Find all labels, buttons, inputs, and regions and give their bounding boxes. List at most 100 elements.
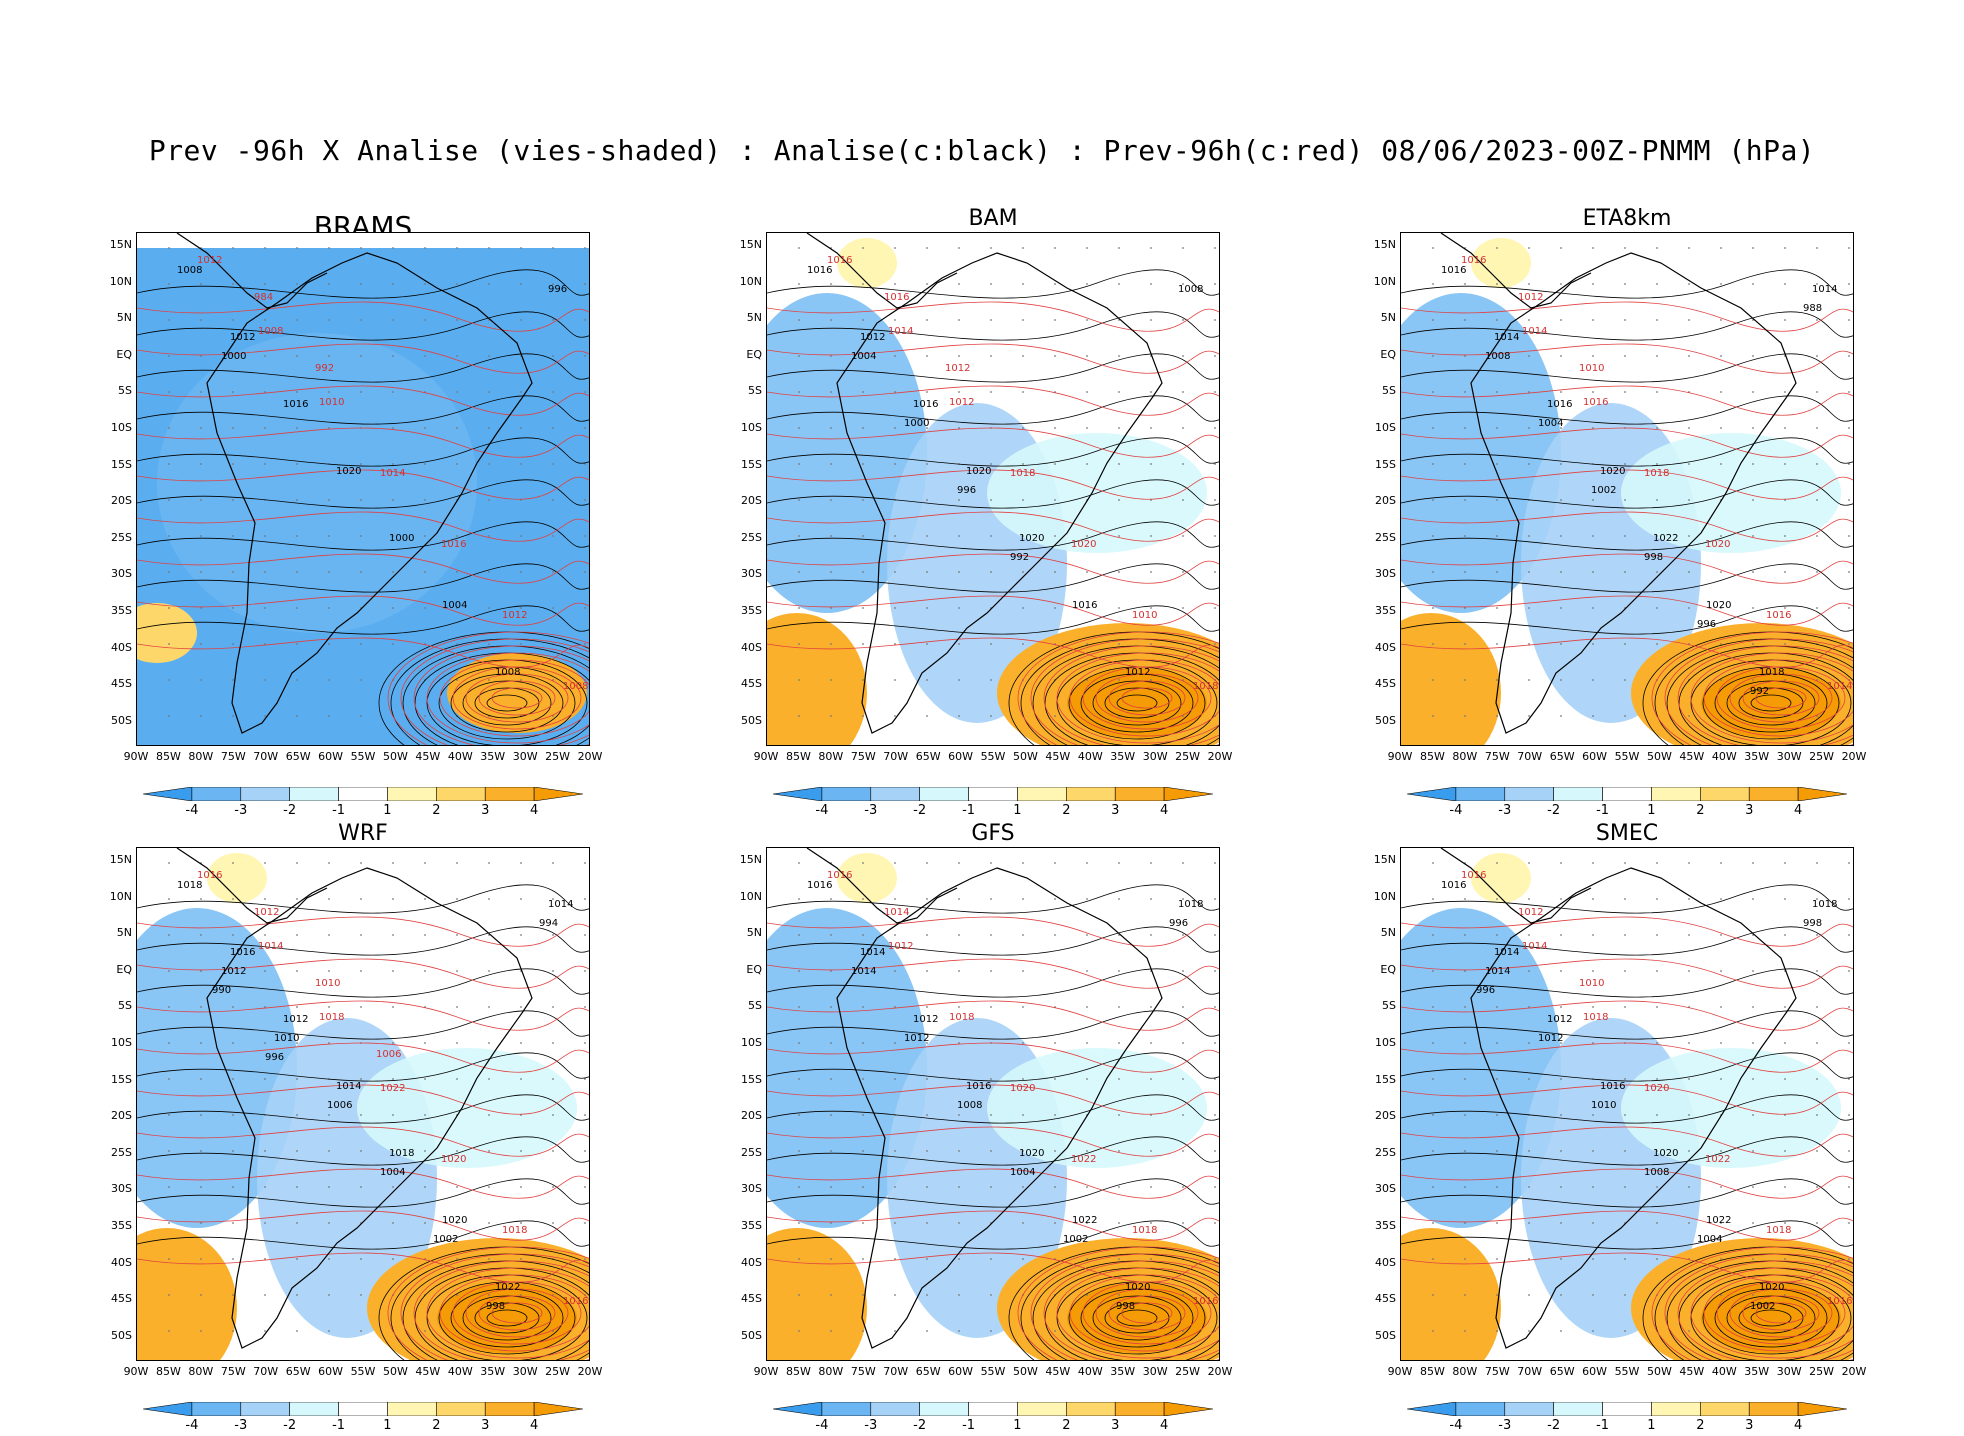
contour-label-analysis: 1020 [1019, 533, 1044, 544]
lat-label: 10N [109, 889, 132, 903]
lat-label: 45S [741, 677, 762, 691]
contour-label-analysis: 1014 [860, 947, 885, 958]
contour-label-analysis: 1018 [389, 1148, 414, 1159]
contour-label-forecast: 1014 [1522, 941, 1547, 952]
lat-label: 50S [111, 1328, 132, 1342]
lon-label: 70W [883, 750, 909, 763]
contour-label-forecast: 1006 [376, 1049, 401, 1060]
contour-label-analysis: 1020 [1653, 1148, 1678, 1159]
contour-label-forecast: 1018 [319, 1012, 344, 1023]
colorbar-label: -3 [234, 803, 248, 818]
lon-label: 35W [1110, 1365, 1136, 1378]
contour-label-forecast: 1012 [1518, 907, 1543, 918]
contour-label-forecast: 1014 [1827, 681, 1852, 692]
contour-label-forecast: 1012 [949, 397, 974, 408]
lat-label: 45S [111, 677, 132, 691]
map-frame: 1016 1014 1016 1020 1022 1020 1018 1014 1008 1004… [1400, 232, 1854, 746]
contour-label-analysis: 996 [957, 485, 976, 496]
contour-label-forecast: 1020 [1071, 539, 1096, 550]
contour-label-analysis: 1016 [1441, 880, 1466, 891]
lon-label: 25W [1175, 750, 1200, 763]
map-frame: 1016 1012 1016 1020 1020 1016 1012 1008 1004 1000… [766, 232, 1220, 746]
lat-label: 40S [1375, 640, 1396, 654]
panel-title: WRF [338, 821, 388, 846]
contour-label-analysis: 1020 [1600, 466, 1625, 477]
lat-label: 35S [741, 604, 762, 617]
contour-label-analysis: 1022 [1653, 533, 1678, 544]
colorbar-label: 1 [1647, 803, 1656, 818]
contour-label-forecast: 1016 [1583, 397, 1608, 408]
colorbar-label: 4 [1159, 803, 1169, 818]
lat-label: 25S [111, 530, 132, 544]
lon-label: 85W [785, 1365, 811, 1378]
contour-label-analysis: 1022 [1072, 1215, 1097, 1226]
contour-label-forecast: 1016 [884, 292, 909, 303]
lat-label: 25S [1375, 1145, 1396, 1159]
lat-label: 5S [748, 999, 762, 1013]
colorbar-label: -1 [332, 1418, 346, 1433]
lon-label: 60W [1582, 1365, 1607, 1378]
lon-label: 25W [545, 750, 570, 763]
lat-label: EQ [116, 347, 132, 361]
lon-label: 60W [1582, 750, 1607, 763]
contour-label-forecast: 1010 [315, 978, 340, 989]
lon-label: 40W [1711, 750, 1737, 763]
lon-label: 65W [1549, 750, 1575, 763]
colorbar-label: -3 [234, 1418, 248, 1433]
panel-bam: BAM 1016 1012 1016 1020 1020 1016 1012 1008 1004 1… [630, 190, 1233, 818]
contour-label-analysis: 1012 [1547, 1014, 1572, 1025]
lon-label: 55W [980, 750, 1006, 763]
lon-label: 60W [948, 750, 973, 763]
contour-label-analysis: 996 [1476, 985, 1495, 996]
bias-map: 1016 1014 1012 1016 1020 1022 1020 1018 1014 1012… [1401, 848, 1853, 1360]
panel-title: BAM [968, 206, 1018, 231]
lat-label: 35S [1375, 604, 1396, 617]
panel-title: ETA8km [1582, 206, 1672, 231]
lat-label: 20S [1375, 1109, 1396, 1123]
lat-label: 20S [741, 1109, 762, 1123]
lon-label: 25W [1175, 1365, 1200, 1378]
bias-map: 1016 1012 1016 1020 1020 1016 1012 1008 1004 1000… [767, 233, 1219, 745]
lat-label: 5S [1382, 999, 1396, 1013]
colorbar-label: -2 [283, 803, 297, 818]
contour-label-analysis: 1002 [1750, 1301, 1775, 1312]
contour-label-analysis: 1012 [904, 1033, 929, 1044]
lon-label: 20W [1841, 750, 1867, 763]
colorbar [1407, 787, 1847, 801]
panel-title: GFS [971, 821, 1015, 846]
lon-label: 45W [415, 1365, 441, 1378]
lat-label: 15N [1373, 238, 1396, 251]
lon-label: 75W [850, 750, 876, 763]
colorbar-label: -1 [332, 803, 346, 818]
contour-label-analysis: 992 [1750, 686, 1769, 697]
contour-label-analysis: 1016 [283, 399, 308, 410]
lon-label: 90W [123, 750, 149, 763]
lon-label: 50W [382, 1365, 408, 1378]
colorbar-label: -3 [864, 803, 878, 818]
lon-label: 85W [1419, 750, 1445, 763]
lon-label: 70W [253, 750, 279, 763]
contour-label-analysis: 1016 [1600, 1081, 1625, 1092]
lon-label: 40W [447, 1365, 473, 1378]
contour-label-forecast: 1016 [827, 870, 852, 881]
lat-label: 25S [741, 530, 762, 544]
colorbar-label: -3 [1498, 803, 1512, 818]
lon-label: 45W [1679, 750, 1705, 763]
lat-label: 50S [1375, 1328, 1396, 1342]
contour-label-forecast: 1016 [441, 539, 466, 550]
contour-label-forecast: 1020 [1644, 1083, 1669, 1094]
lat-label: 10S [111, 1036, 132, 1049]
lon-label: 90W [1387, 1365, 1413, 1378]
contour-label-analysis: 1000 [221, 351, 246, 362]
lon-label: 45W [1045, 750, 1071, 763]
lon-label: 60W [948, 1365, 973, 1378]
lon-label: 70W [1517, 1365, 1543, 1378]
lon-label: 50W [1646, 750, 1672, 763]
lon-label: 35W [1744, 1365, 1770, 1378]
lat-label: 30S [1375, 1182, 1396, 1196]
colorbar-label: -4 [185, 803, 199, 818]
contour-label-forecast: 1012 [945, 363, 970, 374]
colorbar-label: -3 [864, 1418, 878, 1433]
contour-label-forecast: 1012 [888, 941, 913, 952]
contour-label-analysis: 1020 [1019, 1148, 1044, 1159]
